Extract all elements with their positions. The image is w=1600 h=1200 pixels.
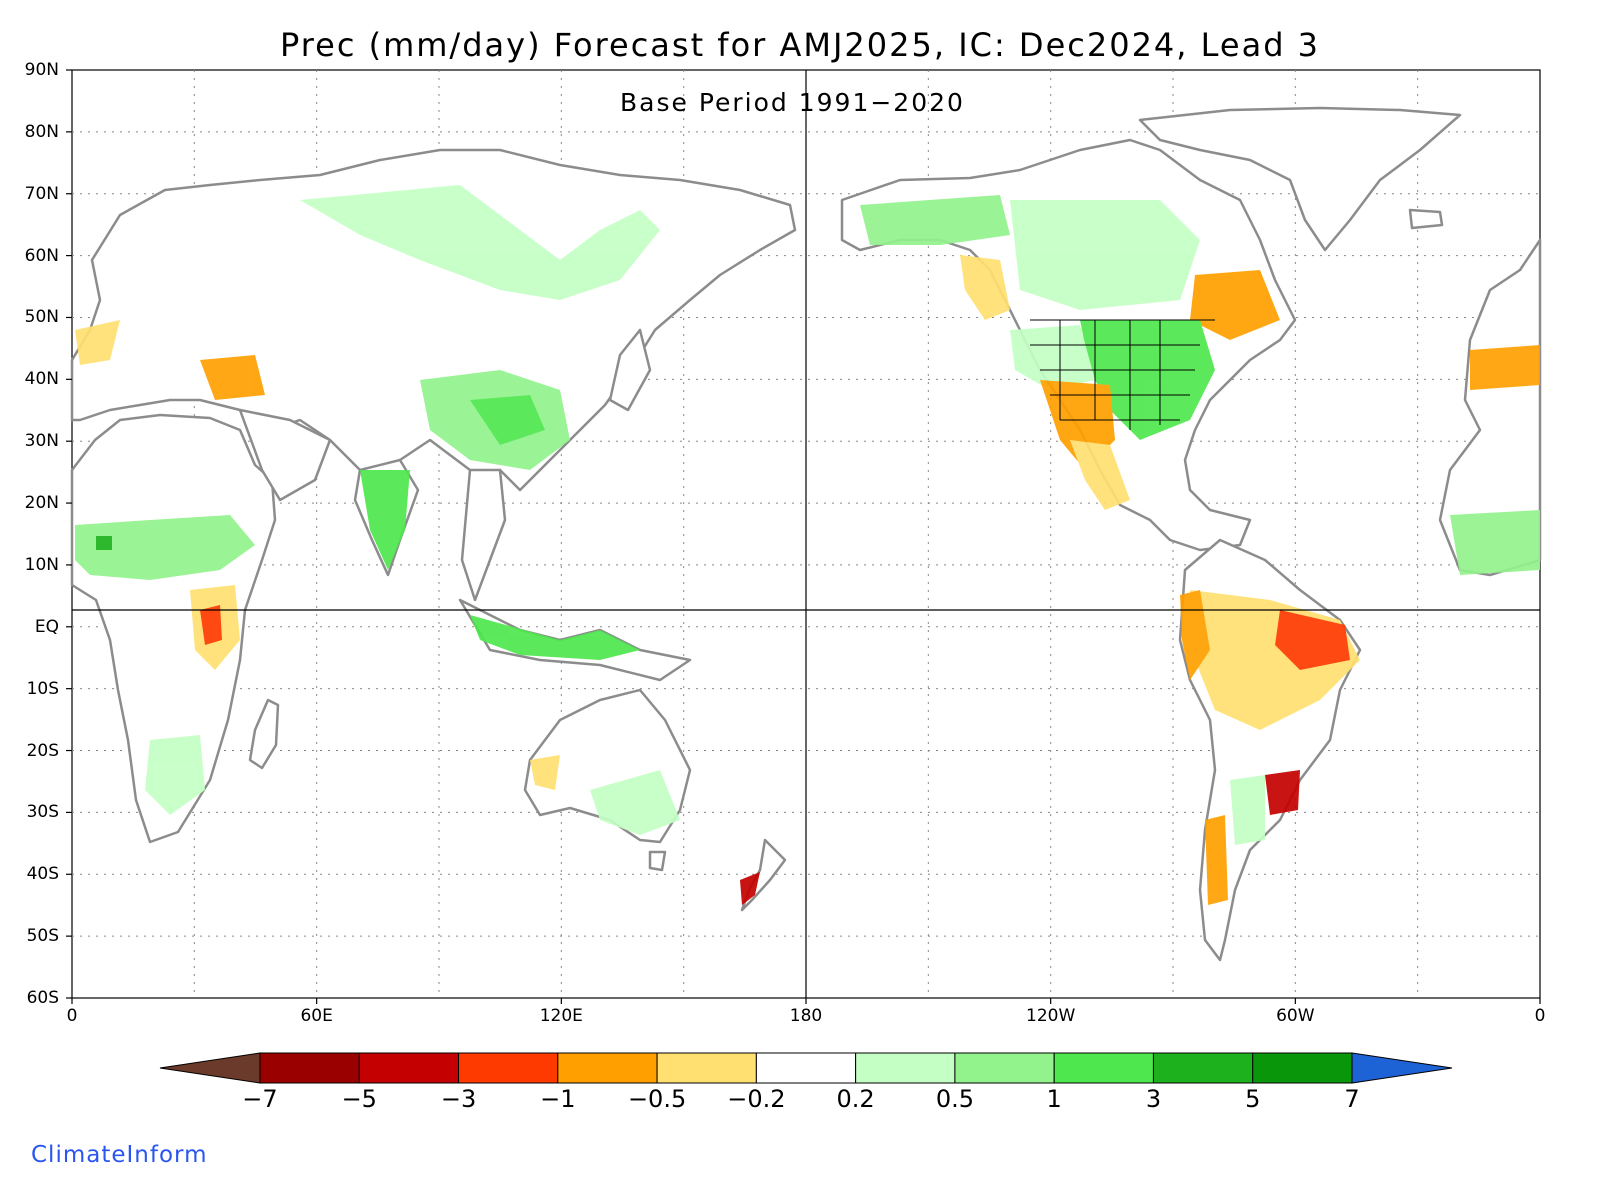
- east-africa-dry-core-patch: [200, 605, 222, 645]
- colorbar-label: −0.5: [627, 1085, 687, 1113]
- colorbar-swatch: [1152, 1052, 1254, 1084]
- chile-dry-patch: [1205, 815, 1228, 905]
- colorbar-label: −7: [242, 1085, 278, 1113]
- lat-tick-label: 20N: [24, 493, 59, 514]
- lon-tick-label: 60E: [300, 1006, 333, 1026]
- central-us-wet-patch: [1010, 325, 1095, 390]
- lat-tick-label: 40N: [24, 369, 59, 390]
- eastern-us-wet-patch: [1080, 320, 1215, 440]
- lat-tick-label: 10N: [24, 554, 59, 575]
- brazil-dry-core-patch: [1275, 610, 1350, 670]
- indonesia-wet-patch: [470, 615, 640, 660]
- colorbar-label: 1: [1046, 1085, 1062, 1113]
- colorbar-label: −0.2: [727, 1085, 786, 1113]
- europe-dry-patch: [75, 320, 120, 365]
- pacific-northwest-dry-patch: [960, 255, 1010, 320]
- australia-dry-patch: [530, 755, 560, 790]
- andes-dry-patch: [1180, 590, 1210, 680]
- lat-tick-label: 90N: [24, 60, 59, 80]
- us-state-lines: [1030, 319, 1215, 430]
- arabia-outline: [238, 408, 332, 502]
- colorbar-high-arrow: [1351, 1052, 1453, 1084]
- lat-tick-label: 30N: [24, 431, 59, 452]
- lat-tick-label: 30S: [26, 802, 59, 823]
- colorbar-label: 0.5: [935, 1085, 974, 1113]
- lat-tick-label: EQ: [34, 616, 59, 637]
- lat-tick-label: 50N: [24, 307, 59, 328]
- west-africa-edge-wet-patch: [1450, 510, 1540, 575]
- brand-watermark: ClimateInform: [31, 1142, 208, 1168]
- mexico-dry-patch: [1070, 440, 1130, 510]
- tasmania-outline: [648, 850, 667, 872]
- india-wet-patch: [360, 470, 410, 570]
- lon-tick-label: 60W: [1276, 1006, 1315, 1026]
- colorbar-swatch: [755, 1052, 857, 1084]
- lat-tick-label: 10S: [26, 678, 59, 699]
- lon-tick-label: 120W: [1026, 1006, 1076, 1026]
- colorbar-low-arrow: [159, 1052, 261, 1084]
- colorbar-label: −1: [540, 1085, 576, 1113]
- colorbar-label: 0.2: [836, 1085, 875, 1113]
- lat-tick-label: 20S: [26, 740, 59, 761]
- colorbar-swatch: [358, 1052, 460, 1084]
- lat-tick-label: 40S: [26, 864, 59, 885]
- lat-tick-label: 70N: [24, 183, 59, 204]
- colorbar-swatch: [656, 1052, 757, 1084]
- map-title: Prec (mm/day) Forecast for AMJ2025, IC: …: [279, 26, 1321, 64]
- colorbar-swatch: [557, 1052, 658, 1084]
- lon-tick-label: 180: [789, 1006, 823, 1026]
- lat-tick-label: 60S: [26, 988, 59, 1008]
- australia-wet-patch: [590, 770, 680, 835]
- base-period-label: Base Period 1991−2020: [620, 88, 965, 117]
- uruguay-dry-patch: [1265, 770, 1300, 815]
- lat-tick-label: 60N: [24, 245, 59, 266]
- new-zealand-dry-patch: [740, 872, 760, 905]
- sahel-wet-patch: [75, 515, 255, 580]
- colorbar-swatch: [855, 1052, 956, 1084]
- colorbar-swatch: [1053, 1052, 1154, 1084]
- eastern-canada-dry-patch: [1190, 270, 1280, 340]
- colorbar-label: 5: [1245, 1085, 1261, 1113]
- lat-tick-label: 80N: [24, 121, 59, 142]
- colorbar-swatch: [1252, 1052, 1353, 1084]
- canada-wet-patch: [1010, 200, 1200, 310]
- alaska-wet-patch: [860, 195, 1010, 245]
- lat-tick-label: 50S: [26, 926, 59, 947]
- lon-tick-label: 0: [1534, 1006, 1546, 1026]
- greenland-outline: [1138, 106, 1462, 252]
- japan-outline: [608, 328, 652, 412]
- colorbar-label: 7: [1344, 1085, 1360, 1113]
- southern-cone-wet-patch: [1230, 775, 1265, 845]
- colorbar-label: −5: [341, 1085, 377, 1113]
- madagascar-outline: [248, 698, 280, 770]
- colorbar-swatch: [458, 1052, 559, 1084]
- colorbar-label: 3: [1145, 1085, 1162, 1113]
- anomaly-shading: [75, 185, 1540, 905]
- siberia-wet-patch: [300, 185, 660, 300]
- lon-tick-label: 120E: [539, 1006, 583, 1026]
- southeast-asia-outline: [460, 468, 507, 602]
- southern-africa-wet-patch: [145, 735, 205, 815]
- china-wet-core-patch: [470, 395, 545, 445]
- colorbar-label: −3: [440, 1085, 477, 1113]
- iberia-edge-dry-patch: [1470, 345, 1540, 390]
- colorbar-swatch: [954, 1052, 1055, 1084]
- turkey-dry-patch: [200, 355, 265, 400]
- axis-ticks: [66, 69, 1541, 1004]
- lon-tick-label: 0: [66, 1006, 78, 1026]
- iceland-outline: [1408, 208, 1444, 230]
- sahel-wet-core-patch: [96, 536, 112, 550]
- colorbar-swatch: [259, 1052, 360, 1084]
- colorbar: [159, 1052, 1453, 1084]
